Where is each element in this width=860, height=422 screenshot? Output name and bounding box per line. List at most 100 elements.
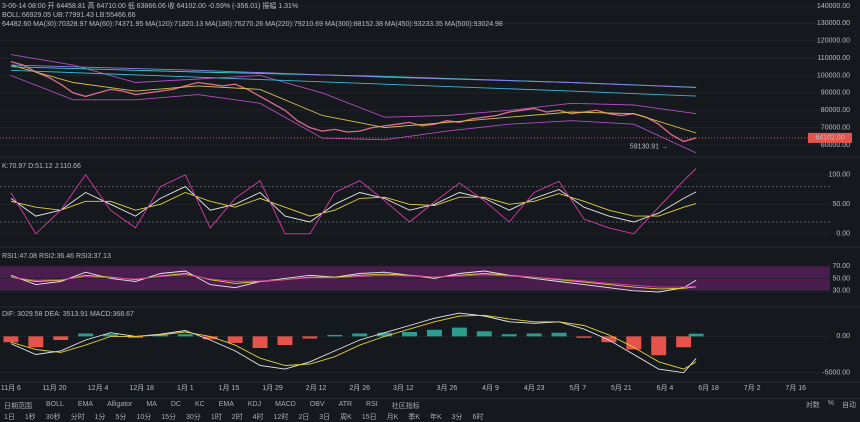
macd-bar [202,336,218,340]
toolbar-item[interactable]: 1秒 [24,414,36,421]
panel-header: 3-06-14 08:00 开 64458.81 高 64710.00 低 63… [2,1,298,10]
toolbar-item[interactable]: 月K [386,414,399,421]
macd-bar [227,336,243,343]
toolbar-item[interactable]: 1日 [4,414,15,421]
macd-bar [501,334,517,337]
toolbar-item[interactable]: 15分 [161,414,177,421]
toolbar-item[interactable]: EMA [218,401,234,408]
chart: 140000.00 130000.00 120000.00 110000.00 1000… [0,1,860,392]
ma-header: 64482.60 MA(30):70328.97 MA(60):74371.95… [2,21,503,28]
toolbar-item[interactable]: OBV [309,401,325,408]
macd-bar [277,336,293,346]
toolbar-item[interactable]: 年K [429,414,442,421]
series-line [10,75,697,154]
series-line [10,66,697,88]
macd-bar [377,332,393,337]
toolbar-item[interactable]: 1分 [94,414,106,421]
y-tick-label: 140000.00 [817,3,850,10]
toolbar-item[interactable]: 10分 [136,414,152,421]
macd-bar [352,333,368,337]
macd-bar [28,336,44,348]
x-tick-label: 1月 29 [262,384,283,392]
macd-bar [651,336,667,356]
toolbar-item[interactable]: 3日 [319,414,331,421]
macd-bar [526,333,542,337]
y-tick-label: 120000.00 [817,38,850,45]
toolbar-item[interactable]: Alligator [107,401,133,408]
macd-bar [626,336,642,350]
y-tick-label: 100.00 [829,172,851,179]
x-tick-label: 6月 4 [657,384,674,392]
series-line [10,64,697,134]
macd-bar [152,334,168,337]
y-tick-label: 100000.00 [817,72,850,79]
toolbar-item[interactable]: 1时 [210,414,222,421]
y-tick-label: 130000.00 [817,20,850,27]
macd-bar [676,336,692,348]
x-tick-label: 3月 26 [437,384,458,392]
y-tick-label: 0.00 [836,333,850,340]
toolbar-item[interactable]: EMA [77,401,94,408]
y-tick-label: 90000.00 [821,90,850,97]
y-tick-label: 70000.00 [821,124,850,131]
macd-bar [78,333,94,337]
x-tick-label: 5月 21 [611,384,632,392]
series-line [10,270,697,293]
toolbar-item[interactable]: ATR [338,401,353,408]
x-tick-label: 2月 12 [306,384,327,392]
toolbar-item[interactable]: 分时 [70,414,85,421]
last-price-label: 64102.00 [815,135,844,142]
toolbar-item[interactable]: MACD [275,401,296,408]
toolbar-item[interactable]: 30秒 [45,414,61,421]
toolbar-item[interactable]: 6时 [472,414,484,421]
x-tick-label: 12月 18 [129,384,154,392]
macd-bar [302,336,318,339]
macd-bar [426,329,442,337]
toolbar-item[interactable]: 日期范围 [4,403,32,410]
series-line [10,60,697,143]
macd-bar [53,336,69,340]
macd-bar [402,332,418,337]
x-tick-label: 7月 16 [785,384,806,392]
x-tick-label: 7月 2 [744,384,761,392]
toolbar-item[interactable]: KDJ [247,401,262,408]
x-tick-label: 12月 4 [88,384,109,392]
toolbar-item[interactable]: 12时 [273,414,289,421]
x-tick-label: 5月 7 [569,384,586,392]
series-line [10,64,697,89]
toolbar-item[interactable]: % [827,400,834,407]
toolbar-item[interactable]: MA [146,401,157,408]
toolbar-item[interactable]: DC [170,401,181,408]
toolbar-item[interactable]: 30分 [186,414,201,421]
indicator-bar: 日期范围 BOLL EMA Alligator MA DC KC EMA KDJ MACD OBV A… [0,398,860,410]
series-line [10,314,697,370]
y-tick-label: 80000.00 [821,107,850,114]
x-tick-label: 11月 20 [43,384,67,392]
x-tick-label: 4月 23 [524,384,545,392]
toolbar-item[interactable]: 4时 [252,414,264,421]
macd-bar [601,336,617,343]
toolbar-item[interactable]: 3分 [451,414,463,421]
toolbar-item[interactable]: 5分 [115,414,127,421]
macd-bar [177,334,193,337]
series-line [10,54,697,118]
macd-bar [3,336,19,343]
toolbar-item[interactable]: 2时 [231,414,243,421]
y-tick-label: -5000.00 [822,370,850,377]
toolbar-item[interactable]: RSI [366,401,378,408]
toolbar-item[interactable]: 自动 [842,402,856,409]
series-line [10,186,697,223]
series-line [10,312,697,374]
toolbar-item[interactable]: BOLL [46,401,64,408]
y-tick-label: 70.00 [832,263,850,270]
toolbar-item[interactable]: 15日 [361,414,377,421]
toolbar-item[interactable]: 周K [340,414,352,421]
toolbar-item[interactable]: 季K [408,414,420,421]
toolbar-item[interactable]: KC [195,401,205,408]
toolbar-item[interactable]: 社区指标 [391,403,420,410]
panel-header: K:70.97 D:51.12 J:110.66 [2,163,81,170]
toolbar-item[interactable]: 2日 [298,414,310,421]
toolbar-item[interactable]: 对数 [805,402,820,409]
x-tick-label: 6月 18 [698,384,719,392]
